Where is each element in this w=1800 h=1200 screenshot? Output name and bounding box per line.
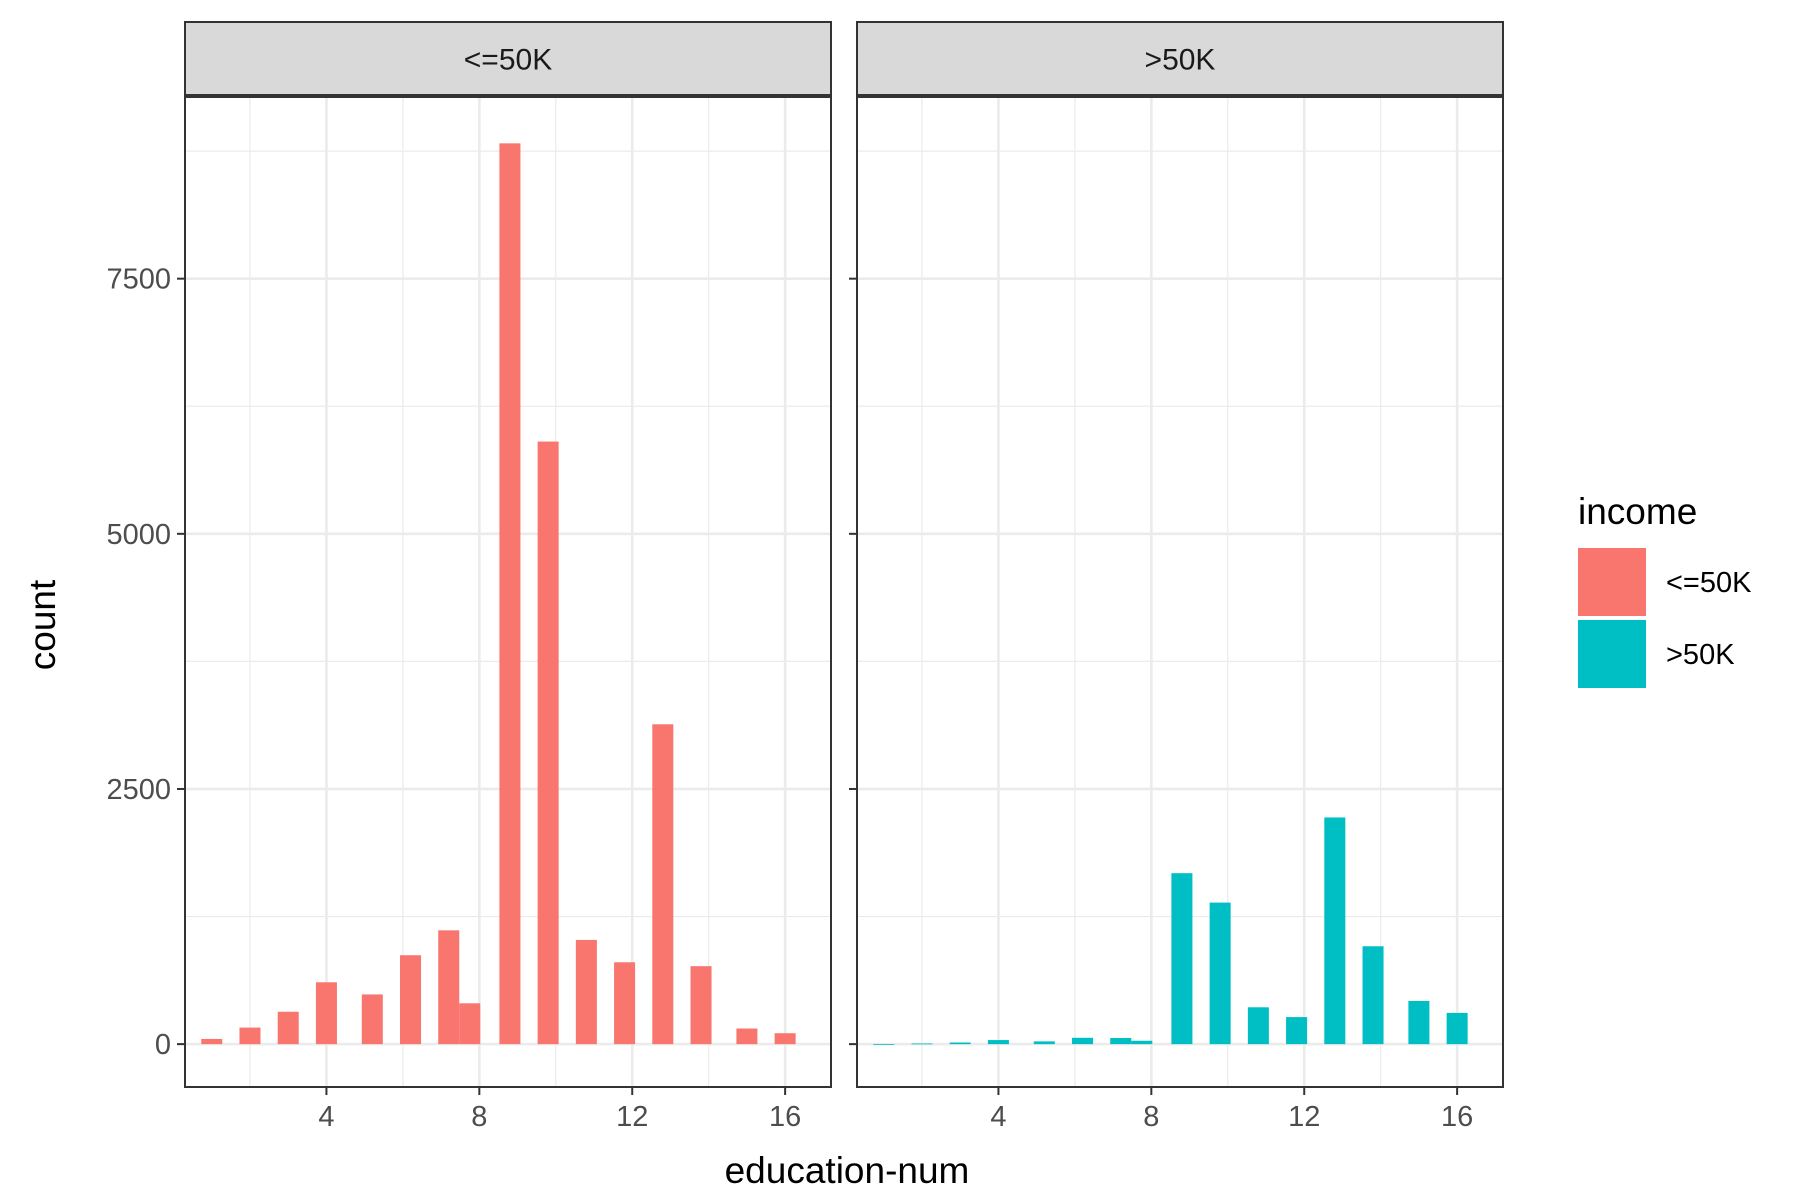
bar <box>400 955 422 1045</box>
panel-border <box>856 96 1504 1088</box>
bar <box>1171 873 1193 1045</box>
bar <box>537 441 559 1045</box>
facet-strip-label: <=50K <box>464 44 552 77</box>
bar <box>614 962 636 1045</box>
bar <box>575 939 597 1045</box>
panel-border <box>184 96 832 1088</box>
bar <box>201 1038 223 1045</box>
facet-panel-le50k: <=50K 4 8 12 16 0 2500 5000 7500 <box>106 21 832 1133</box>
y-tick-label: 5000 <box>106 519 171 551</box>
facet-strip <box>856 21 1504 96</box>
legend-label: <=50K <box>1666 567 1752 599</box>
bar <box>987 1040 1009 1045</box>
bar <box>652 724 674 1045</box>
bar <box>873 1044 895 1045</box>
legend-key-gt50k <box>1578 620 1646 688</box>
bar <box>911 1043 933 1045</box>
facet-strip <box>184 21 832 96</box>
bar <box>1110 1038 1132 1045</box>
y-axis-title: count <box>22 579 63 670</box>
x-tick-label: 16 <box>1441 1101 1473 1133</box>
y-tick-label: 2500 <box>106 774 171 806</box>
bar <box>1072 1037 1094 1045</box>
y-tick-label: 7500 <box>106 264 171 296</box>
bar <box>774 1033 796 1045</box>
bar <box>438 930 460 1045</box>
facet-panel-gt50k: >50K 4 8 12 16 <box>849 21 1504 1133</box>
bar <box>1286 1017 1308 1045</box>
y-tick-label: 0 <box>155 1029 171 1061</box>
bar <box>239 1027 261 1045</box>
bar <box>1033 1041 1055 1045</box>
bar <box>499 143 521 1045</box>
facet-strip-label: >50K <box>1145 44 1216 77</box>
panels-layer: <=50K 4 8 12 16 0 2500 5000 7500 >50K 4 8 12 16 <box>106 21 1504 1133</box>
bar <box>361 994 383 1045</box>
legend-title: income <box>1578 491 1697 532</box>
x-tick-label: 8 <box>1143 1101 1159 1133</box>
bar <box>1131 1040 1153 1045</box>
x-tick-label: 4 <box>990 1101 1006 1133</box>
bar <box>1247 1007 1269 1045</box>
bar <box>949 1042 971 1045</box>
bar <box>1408 1000 1430 1045</box>
x-axis-title: education-num <box>725 1150 970 1191</box>
x-tick-label: 16 <box>769 1101 801 1133</box>
x-tick-label: 4 <box>318 1101 334 1133</box>
x-tick-label: 8 <box>471 1101 487 1133</box>
bar <box>736 1028 758 1045</box>
bar <box>277 1011 299 1045</box>
bar <box>1362 946 1384 1045</box>
legend-key-le50k <box>1578 548 1646 616</box>
bar <box>1324 817 1346 1045</box>
bar <box>315 982 337 1045</box>
bar <box>459 1003 481 1045</box>
bar <box>1446 1012 1468 1045</box>
legend-label: >50K <box>1666 639 1735 671</box>
x-tick-label: 12 <box>616 1101 648 1133</box>
legend: income <=50K >50K <box>1578 491 1752 688</box>
bar <box>690 966 712 1045</box>
legend-items: <=50K >50K <box>1578 548 1752 688</box>
bar <box>1209 902 1231 1045</box>
x-tick-label: 12 <box>1288 1101 1320 1133</box>
